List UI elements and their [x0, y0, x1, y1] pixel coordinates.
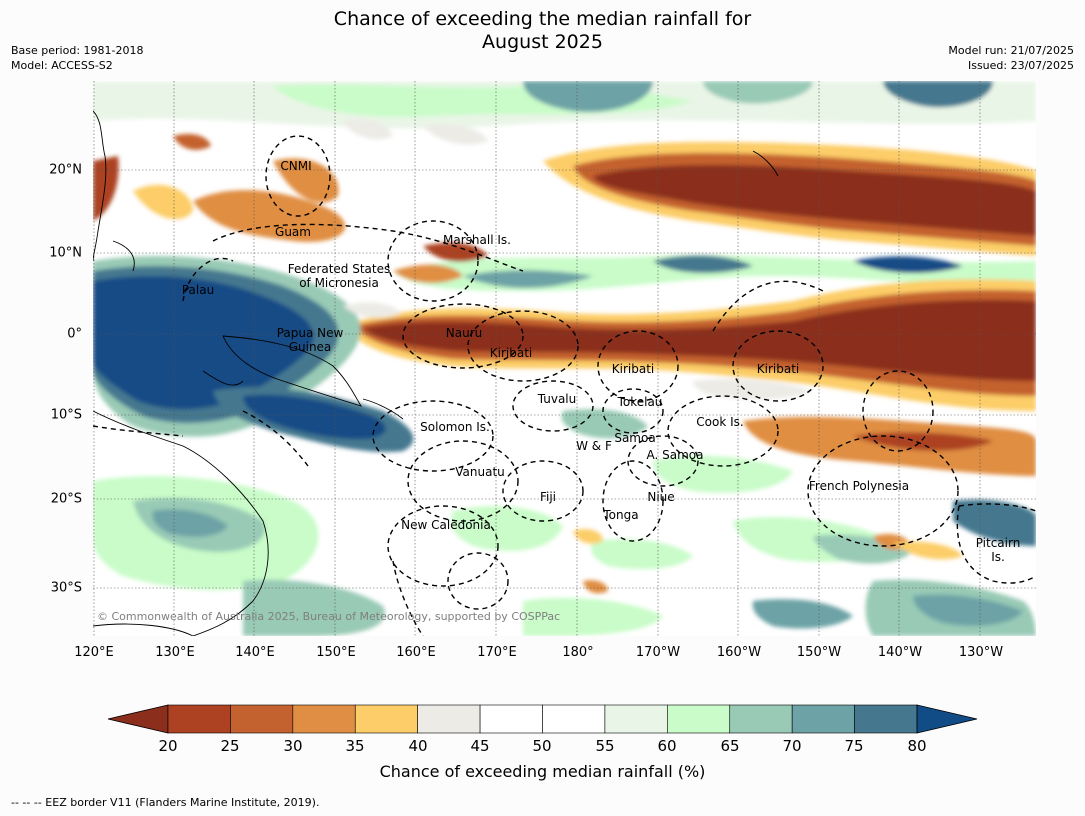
label-new-caledonia: New Caledonia — [401, 518, 491, 532]
label-kiribati-west: Kiribati — [489, 346, 533, 360]
colorbar — [107, 704, 978, 734]
lon-tick-140e: 140°E — [235, 645, 275, 660]
lat-tick-20n: 20°N — [49, 162, 82, 178]
colorbar-over-arrow — [916, 704, 978, 734]
probability-field — [93, 81, 1036, 636]
colorbar-tick: 35 — [345, 737, 365, 755]
map-title: Chance of exceeding the median rainfall … — [0, 8, 1085, 54]
label-kiribati-east: Kiribati — [756, 362, 800, 376]
lon-tick-170e: 170°E — [477, 645, 517, 660]
label-fsm-line2: of Micronesia — [299, 276, 379, 290]
lat-tick-10n: 10°N — [49, 245, 82, 261]
lon-tick-130e: 130°E — [155, 645, 195, 660]
meta-left: Base period: 1981-2018 Model: ACCESS-S2 — [11, 43, 143, 73]
colorbar-label: Chance of exceeding median rainfall (%) — [379, 762, 706, 781]
rainfall-map — [93, 81, 1036, 636]
label-marshall-islands: Marshall Is. — [443, 233, 511, 247]
label-pitcairn: Pitcairn Is. — [976, 536, 1021, 564]
colorbar-tick: 65 — [720, 737, 740, 755]
lat-tick-30s: 30°S — [50, 580, 82, 596]
label-fsm-line1: Federated States — [287, 262, 391, 276]
colorbar-tick: 45 — [470, 737, 490, 755]
colorbar-cell — [729, 704, 793, 734]
label-palau: Palau — [181, 283, 215, 297]
label-png-line2: Guinea — [288, 340, 332, 354]
label-niue: Niue — [647, 490, 675, 504]
colorbar-cell — [230, 704, 294, 734]
lon-tick-170w: 170°W — [635, 645, 681, 660]
label-fsm: Federated States of Micronesia — [288, 262, 390, 290]
copyright-notice: © Commonwealth of Australia 2025, Bureau… — [97, 610, 561, 623]
lon-tick-160e: 160°E — [396, 645, 436, 660]
colorbar-tick: 70 — [782, 737, 802, 755]
label-guam: Guam — [275, 225, 311, 239]
label-samoa: Samoa — [614, 431, 656, 445]
colorbar-cell — [417, 704, 481, 734]
lon-tick-150w: 150°W — [796, 645, 842, 660]
colorbar-tick: 25 — [220, 737, 240, 755]
colorbar-cell — [479, 704, 543, 734]
eez-footnote: -- -- -- EEZ border V11 (Flanders Marine… — [11, 796, 320, 809]
lon-tick-160w: 160°W — [716, 645, 762, 660]
label-tokelau: Tokelau — [617, 395, 663, 409]
label-solomon-islands: Solomon Is. — [420, 420, 490, 434]
lat-tick-10s: 10°S — [50, 407, 82, 423]
colorbar-cell — [667, 704, 731, 734]
colorbar-cell — [354, 704, 418, 734]
label-kiribati-central: Kiribati — [611, 362, 655, 376]
lon-tick-140w: 140°W — [877, 645, 923, 660]
lon-tick-150e: 150°E — [316, 645, 356, 660]
label-tuvalu: Tuvalu — [537, 392, 577, 406]
colorbar-tick: 40 — [408, 737, 428, 755]
colorbar-tick: 55 — [595, 737, 615, 755]
label-vanuatu: Vanuatu — [455, 465, 505, 479]
label-nauru: Nauru — [445, 326, 483, 340]
lat-tick-0: 0° — [67, 326, 82, 342]
title-line-2: August 2025 — [482, 31, 603, 53]
label-tonga: Tonga — [603, 508, 639, 522]
colorbar-cell — [854, 704, 918, 734]
lat-tick-20s: 20°S — [50, 491, 82, 507]
label-french-polynesia: French Polynesia — [808, 479, 910, 493]
label-png-line1: Papua New — [276, 326, 344, 340]
colorbar-tick: 20 — [158, 737, 178, 755]
colorbar-cells — [167, 704, 918, 734]
label-fiji: Fiji — [539, 490, 557, 504]
colorbar-cell — [542, 704, 606, 734]
colorbar-tick: 50 — [532, 737, 552, 755]
lon-tick-130w: 130°W — [958, 645, 1004, 660]
colorbar-cell — [292, 704, 356, 734]
base-period-text: Base period: 1981-2018 — [11, 44, 144, 57]
colorbar-cell — [791, 704, 855, 734]
label-pitcairn-line2: Is. — [991, 550, 1005, 564]
lon-tick-180: 180° — [562, 645, 594, 660]
model-text: Model: ACCESS-S2 — [11, 59, 113, 72]
label-png: Papua New Guinea — [277, 326, 344, 354]
label-cook-islands: Cook Is. — [696, 415, 744, 429]
rainfall-map-svg — [93, 81, 1036, 636]
graticule — [93, 81, 1036, 636]
colorbar-cell — [167, 704, 231, 734]
colorbar-tick: 80 — [907, 737, 927, 755]
meta-right: Model run: 21/07/2025 Issued: 23/07/2025 — [948, 43, 1074, 73]
colorbar-cell — [604, 704, 668, 734]
title-line-1: Chance of exceeding the median rainfall … — [333, 8, 752, 30]
colorbar-tick: 60 — [657, 737, 677, 755]
colorbar-tick: 75 — [844, 737, 864, 755]
coastlines — [93, 110, 779, 636]
issued-text: Issued: 23/07/2025 — [967, 59, 1074, 72]
label-cnmi: CNMI — [280, 159, 312, 173]
label-american-samoa: A. Samoa — [646, 448, 704, 462]
label-pitcairn-line1: Pitcairn — [975, 536, 1021, 550]
colorbar-tick: 30 — [283, 737, 303, 755]
lon-tick-120e: 120°E — [74, 645, 114, 660]
eez-borders — [93, 135, 1036, 636]
model-run-text: Model run: 21/07/2025 — [948, 44, 1074, 57]
label-wallis-futuna: W & F — [576, 439, 612, 453]
colorbar-under-arrow — [107, 704, 169, 734]
